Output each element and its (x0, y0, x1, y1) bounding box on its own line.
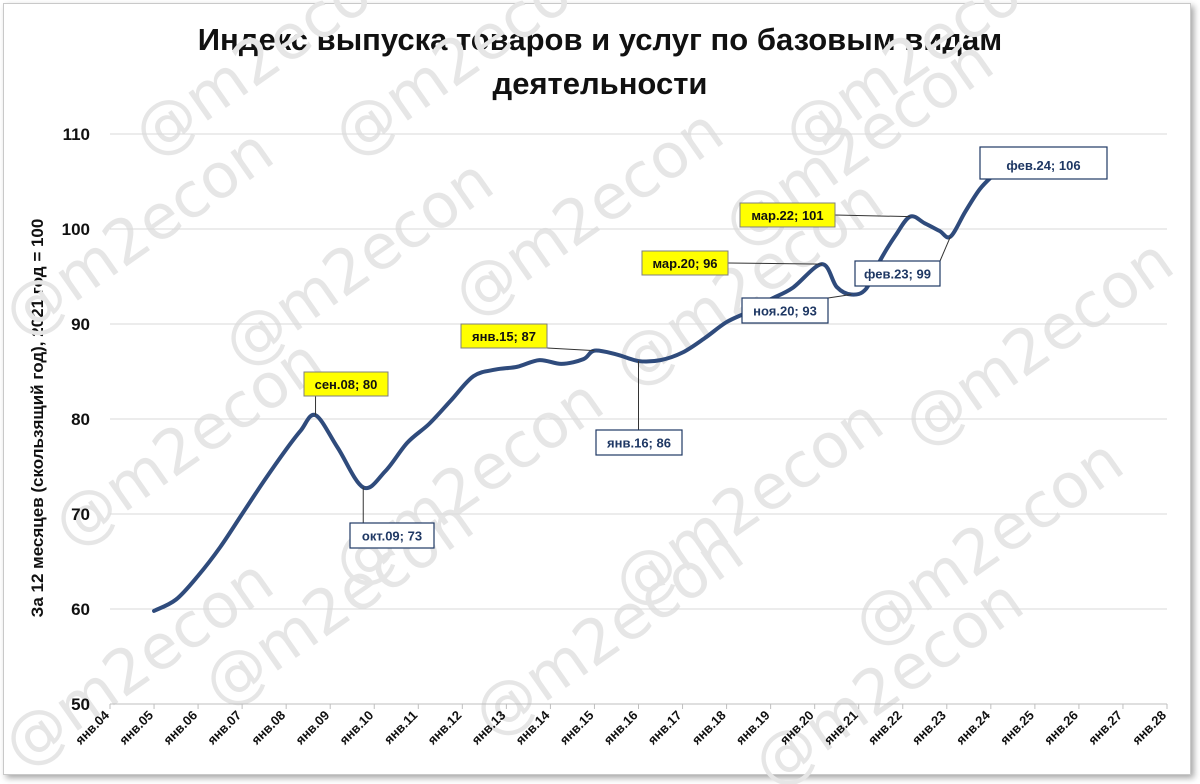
y-tick-labels: 50 60 70 80 90 100 110 (62, 125, 90, 714)
annotation-label: окт.09; 73 (362, 529, 422, 544)
y-tick-label: 90 (71, 315, 90, 334)
x-tick-label: янв.12 (424, 708, 464, 748)
y-tick-label: 80 (71, 410, 90, 429)
annotation-box (460, 323, 548, 349)
annotation-box (349, 522, 435, 549)
annotation-leader (546, 347, 595, 352)
x-tick-label: янв.23 (909, 708, 949, 748)
y-tick-label: 50 (71, 695, 90, 714)
watermark: @m2econ (889, 223, 1186, 461)
x-tick-label: янв.15 (557, 708, 597, 748)
y-tick-label: 100 (62, 220, 90, 239)
chart-title-line-1: Индекс выпуска товаров и услуг по базовы… (197, 22, 1003, 57)
annotation-label: янв.16; 86 (607, 436, 671, 451)
annotation-label: сен.08; 80 (315, 377, 378, 392)
gridlines (110, 133, 1167, 705)
chart-frame (3, 3, 1191, 775)
annotation-label: ноя.20; 93 (753, 304, 817, 319)
x-tick-label: янв.18 (689, 708, 729, 748)
chart-title: Индекс выпуска товаров и услуг по базовы… (0, 18, 1200, 106)
chart-title-line-2: деятельности (492, 66, 708, 101)
annotation: мар.20; 96 (641, 250, 823, 276)
annotation-label: мар.22; 101 (751, 208, 823, 223)
annotation-label: фев.23; 99 (864, 267, 931, 282)
annotation: ноя.20; 93 (741, 294, 852, 324)
annotation-label: янв.15; 87 (472, 329, 536, 344)
y-tick-label: 110 (63, 125, 90, 144)
annotation-leader (827, 294, 852, 299)
x-tick-label: янв.24 (953, 707, 993, 747)
annotation-box (739, 202, 836, 228)
annotation-box (854, 260, 941, 287)
annotations-layer: сен.08; 80 окт.09; 73 янв.15; 87 янв.16; 86… (303, 146, 1108, 549)
x-tick-label: янв.16 (601, 708, 641, 748)
annotation-leader (727, 262, 823, 265)
x-tick-label: янв.27 (1085, 708, 1125, 748)
annotation: фев.23; 99 (854, 236, 951, 287)
series-line (152, 171, 997, 613)
annotation-label: фев.24; 106 (1006, 158, 1080, 173)
annotation: янв.16; 86 (595, 361, 683, 456)
x-tick-label: янв.06 (160, 708, 200, 748)
annotation: сен.08; 80 (303, 371, 389, 416)
annotation-box (979, 146, 1108, 180)
y-tick-label: 70 (71, 505, 90, 524)
x-tick-label: янв.10 (336, 708, 376, 748)
annotation-leader (834, 214, 911, 218)
annotation-leader (939, 236, 951, 262)
y-tick-label: 60 (71, 600, 90, 619)
x-tick-label: янв.09 (292, 708, 332, 748)
x-tick-label: янв.26 (1041, 708, 1081, 748)
annotation: янв.15; 87 (460, 323, 595, 352)
x-tick-label: янв.17 (645, 708, 685, 748)
annotation-box (303, 371, 389, 397)
x-tick-label: янв.25 (997, 708, 1037, 748)
annotation: фев.24; 106 (979, 146, 1108, 180)
annotation-label: мар.20; 96 (652, 256, 717, 271)
annotation: окт.09; 73 (349, 487, 435, 549)
annotation: мар.22; 101 (739, 202, 911, 228)
series-layer (152, 171, 997, 613)
x-tick-label: янв.08 (248, 708, 288, 748)
annotation-box (595, 429, 683, 456)
x-tick-label: янв.11 (381, 708, 420, 747)
x-tick-label: янв.28 (1129, 708, 1169, 748)
annotation-box (741, 297, 829, 324)
annotation-box (641, 250, 729, 276)
